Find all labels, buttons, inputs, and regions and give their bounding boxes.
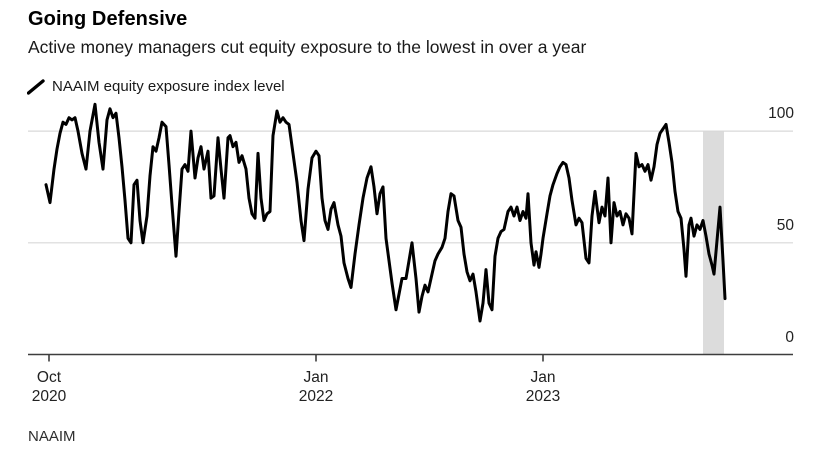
chart-subtitle: Active money managers cut equity exposur… [28,37,587,57]
source-label: NAAIM [28,428,76,445]
y-axis-label: 0 [785,328,794,346]
y-axis-label: 100 [768,105,794,123]
x-axis-label: Jan 2022 [298,369,334,405]
chart-title: Going Defensive [28,8,188,30]
x-axis-label: Jan 2023 [525,369,561,405]
x-axis-label: Oct 2020 [31,369,67,405]
y-axis-label: 50 [776,216,794,234]
series-line [44,102,727,323]
legend-label: NAAIM equity exposure index level [52,78,285,95]
chart-legend: NAAIM equity exposure index level [27,78,285,95]
line-series-icon [27,78,45,95]
